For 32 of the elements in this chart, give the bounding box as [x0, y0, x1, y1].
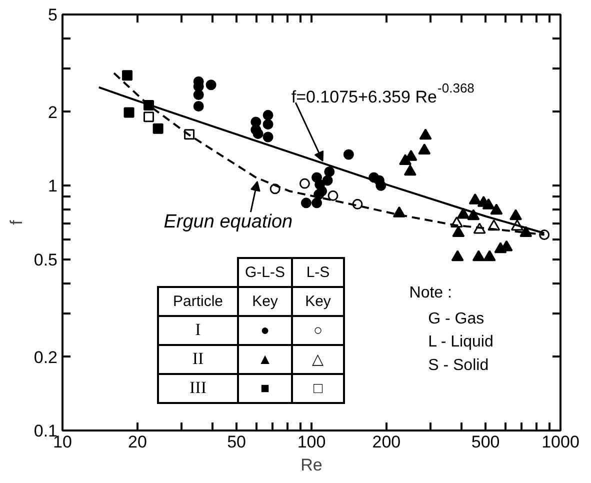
annotation: Particle	[158, 287, 238, 316]
x-tick-label: 20	[128, 432, 147, 452]
annotation: □	[292, 374, 344, 403]
annotation: ○	[292, 316, 344, 345]
annotation: △	[292, 345, 344, 374]
x-axis-title: Re	[300, 456, 322, 474]
annotation: III	[158, 374, 238, 403]
annotation: L-S	[292, 258, 344, 287]
y-tick-label: 0.5	[34, 250, 58, 270]
annotation: Ergun equation	[164, 212, 293, 233]
y-axis-title: f	[6, 220, 26, 225]
x-tick-label: 50	[227, 432, 246, 452]
annotation: II	[158, 345, 238, 374]
x-tick-label: 100	[297, 432, 326, 452]
annotation: G - Gas	[428, 310, 484, 328]
y-tick-label: 1	[48, 176, 58, 196]
x-tick-label: 500	[471, 432, 500, 452]
y-tick-label: 5	[48, 6, 58, 24]
x-tick-label: 200	[372, 432, 401, 452]
annotation: S - Solid	[428, 357, 489, 374]
annotation: Key	[292, 287, 344, 316]
annotation: G-L-S	[238, 258, 292, 287]
annotation: Key	[238, 287, 292, 316]
annotation: ●	[238, 316, 292, 345]
y-tick-label: 2	[48, 102, 58, 122]
annotation: ▲	[238, 345, 292, 374]
x-tick-label: 1000	[542, 432, 580, 452]
annotation: I	[158, 316, 238, 345]
y-tick-label: 0.2	[34, 348, 58, 367]
annotation: L - Liquid	[428, 333, 494, 350]
annotation: Note :	[409, 284, 452, 302]
annotation: ■	[238, 374, 292, 403]
